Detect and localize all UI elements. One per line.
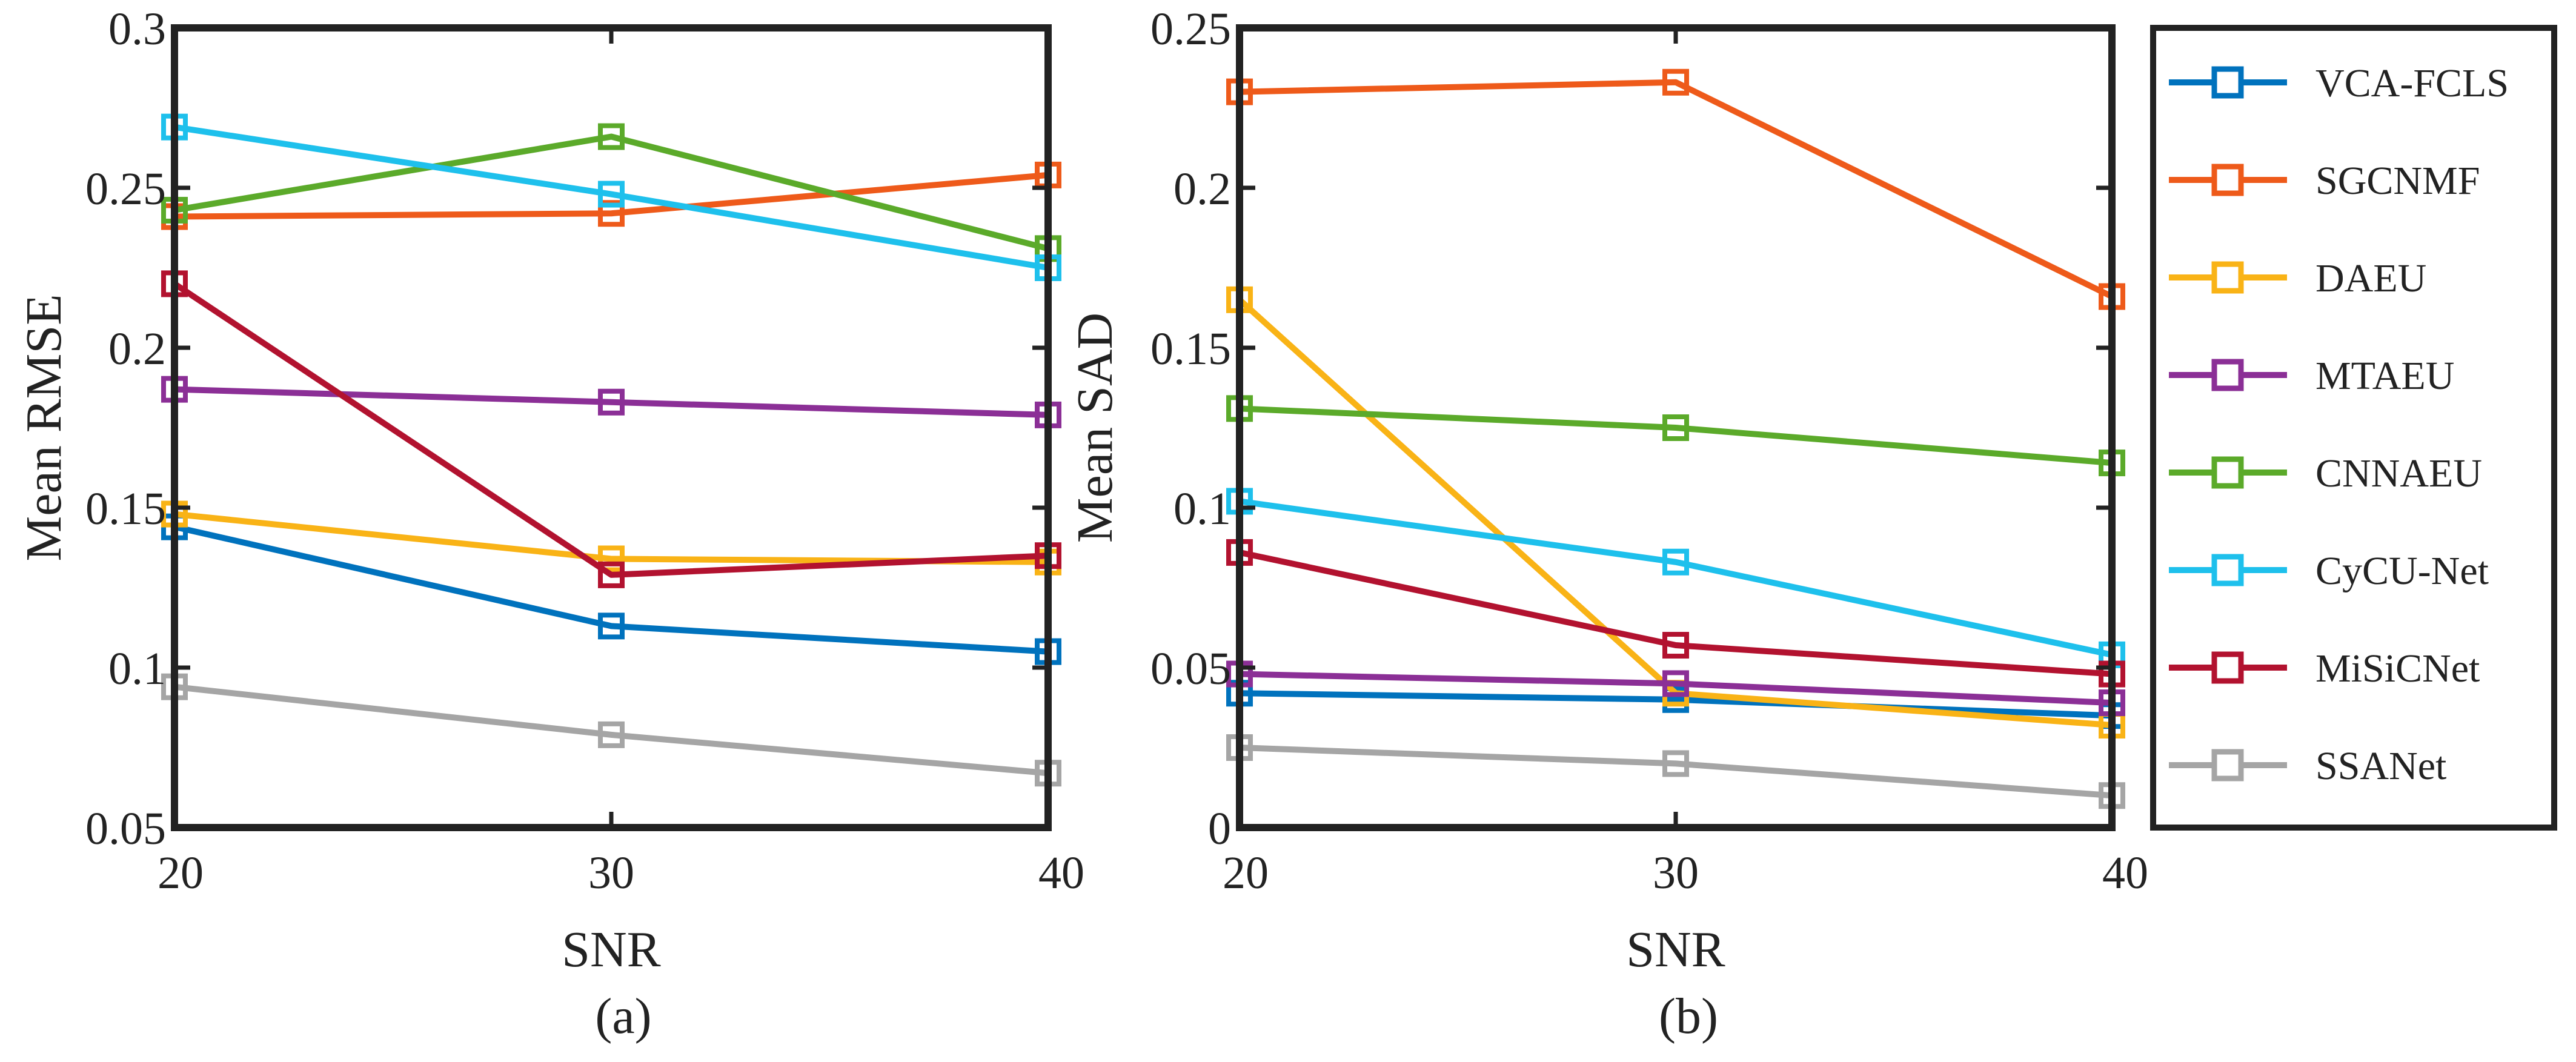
- series-line-misicnet: [1238, 549, 2113, 677]
- panel-b-xlabel: SNR: [1626, 921, 1725, 978]
- panel-a-series-cycu-net: [161, 113, 1061, 281]
- panel-a-series-mtaeu: [161, 376, 1061, 428]
- panel-a-ytick-label: 0.25: [85, 164, 166, 214]
- data-point-cycu-net: [598, 181, 625, 208]
- panel-b-xtick-label: 20: [1223, 848, 1269, 898]
- panel-b-series: [1226, 68, 2125, 809]
- series-line-mtaeu: [174, 386, 1049, 418]
- legend-label-daeu: DAEU: [2315, 256, 2426, 300]
- panel-a-xtick-label: 30: [588, 848, 634, 898]
- data-point-cnnaeu: [1662, 414, 1689, 441]
- legend: VCA-FCLS SGCNMF DAEU MTAEU CNNAEU CyCU-Net MiS…: [2150, 25, 2557, 831]
- legend-items: VCA-FCLS SGCNMF DAEU MTAEU CNNAEU CyCU-Net MiS…: [2169, 61, 2509, 788]
- legend-label-cnnaeu: CNNAEU: [2315, 451, 2482, 496]
- legend-marker-sgcnmf: [2211, 164, 2244, 196]
- data-point-mtaeu: [598, 388, 625, 416]
- series-line-daeu: [1237, 297, 2113, 729]
- data-point-sgcnmf: [1662, 68, 1689, 96]
- legend-item-daeu: DAEU: [2169, 256, 2426, 300]
- legend-label-mtaeu: MTAEU: [2315, 354, 2454, 398]
- legend-item-mtaeu: MTAEU: [2169, 354, 2454, 398]
- panel-b-xtick-label: 30: [1653, 848, 1699, 898]
- series-line-vca-fcls: [1239, 690, 2113, 719]
- data-point-misicnet: [1662, 632, 1689, 659]
- legend-marker-mtaeu: [2211, 359, 2244, 391]
- panel-b-series-daeu: [1226, 286, 2125, 739]
- panel-b-ytick-label: 0.25: [1150, 4, 1231, 55]
- data-point-mtaeu: [1662, 670, 1689, 697]
- panel-a-ticks: 0.05 0.1 0.15 0.2 0.25 0.3 20 30 40: [85, 4, 1084, 898]
- panel-a-series-vca-fcls: [161, 513, 1061, 665]
- panel-a-xlabel: SNR: [562, 921, 660, 978]
- series-line-vca-fcls: [173, 523, 1049, 655]
- panel-b-series-ssanet: [1226, 734, 2125, 809]
- legend-item-misicnet: MiSiCNet: [2169, 646, 2480, 691]
- legend-label-ssanet: SSANet: [2315, 744, 2446, 788]
- legend-frame: [2150, 25, 2557, 831]
- panel-a-series: [161, 113, 1061, 787]
- series-line-cycu-net: [174, 124, 1049, 271]
- panel-a-xtick-label: 40: [1038, 848, 1084, 898]
- panel-b-ticks: 0 0.05 0.1 0.15 0.2 0.25 20 30 40: [1150, 4, 2148, 898]
- panel-b-ytick-label: 0.15: [1150, 324, 1231, 374]
- data-point-daeu: [598, 545, 625, 572]
- legend-label-vca-fcls: VCA-FCLS: [2315, 61, 2509, 105]
- legend-item-cycu-net: CyCU-Net: [2169, 549, 2489, 593]
- panel-b-xtick-label: 40: [2102, 848, 2148, 898]
- legend-item-vca-fcls: VCA-FCLS: [2169, 61, 2509, 105]
- series-line-mtaeu: [1239, 671, 2113, 706]
- panel-a-rmse: 0.05 0.1 0.15 0.2 0.25 0.3 20 30 40 SNR Mean RMS…: [16, 4, 1084, 1044]
- legend-marker-cnnaeu: [2211, 456, 2244, 489]
- data-point-misicnet: [598, 561, 625, 588]
- data-point-ssanet: [598, 721, 625, 748]
- series-line-ssanet: [1239, 745, 2113, 799]
- legend-item-sgcnmf: SGCNMF: [2169, 159, 2480, 203]
- data-point-cycu-net: [1662, 548, 1689, 576]
- legend-label-misicnet: MiSiCNet: [2315, 646, 2480, 691]
- panel-a-ytick-label: 0.15: [85, 483, 166, 534]
- data-point-sgcnmf: [598, 200, 625, 227]
- series-line-cnnaeu: [1239, 405, 2113, 466]
- panel-b-ylabel: Mean SAD: [1067, 313, 1123, 543]
- panel-b-ytick-label: 0.05: [1150, 643, 1231, 694]
- panel-a-ytick-label: 0.3: [108, 4, 166, 55]
- legend-item-ssanet: SSANet: [2169, 744, 2446, 788]
- panel-a-series-misicnet: [161, 270, 1061, 588]
- legend-marker-misicnet: [2211, 651, 2244, 684]
- series-line-sgcnmf: [174, 171, 1049, 220]
- series-line-cnnaeu: [174, 133, 1049, 252]
- series-line-ssanet: [174, 683, 1049, 777]
- series-line-misicnet: [173, 281, 1049, 578]
- panel-a-caption: (a): [595, 988, 651, 1044]
- legend-marker-daeu: [2211, 261, 2244, 294]
- series-line-sgcnmf: [1239, 79, 2114, 300]
- legend-label-cycu-net: CyCU-Net: [2315, 549, 2489, 593]
- panel-a-xtick-label: 20: [158, 848, 204, 898]
- legend-item-cnnaeu: CNNAEU: [2169, 451, 2482, 496]
- panel-b-ytick-label: 0.2: [1173, 164, 1231, 214]
- panel-b-ytick-label: 0.1: [1173, 483, 1231, 534]
- legend-marker-vca-fcls: [2211, 66, 2244, 99]
- panel-b-ytick-label: 0: [1208, 803, 1231, 854]
- series-line-cycu-net: [1239, 498, 2113, 658]
- panel-a-series-ssanet: [161, 673, 1061, 787]
- panel-a-ytick-label: 0.05: [85, 803, 166, 854]
- legend-label-sgcnmf: SGCNMF: [2315, 159, 2480, 203]
- legend-marker-cycu-net: [2211, 554, 2244, 586]
- data-point-vca-fcls: [598, 612, 625, 640]
- legend-marker-ssanet: [2211, 749, 2244, 782]
- panel-b-sad: 0 0.05 0.1 0.15 0.2 0.25 20 30 40 SNR Mean SAD (…: [1067, 4, 2148, 1044]
- panel-b-series-sgcnmf: [1226, 68, 2125, 310]
- panel-a-ylabel: Mean RMSE: [16, 294, 72, 562]
- panel-b-caption: (b): [1659, 988, 1718, 1044]
- panel-a-ytick-label: 0.2: [108, 324, 166, 374]
- data-point-ssanet: [1662, 750, 1689, 777]
- data-point-cnnaeu: [598, 123, 625, 150]
- panel-a-ytick-label: 0.1: [108, 643, 166, 694]
